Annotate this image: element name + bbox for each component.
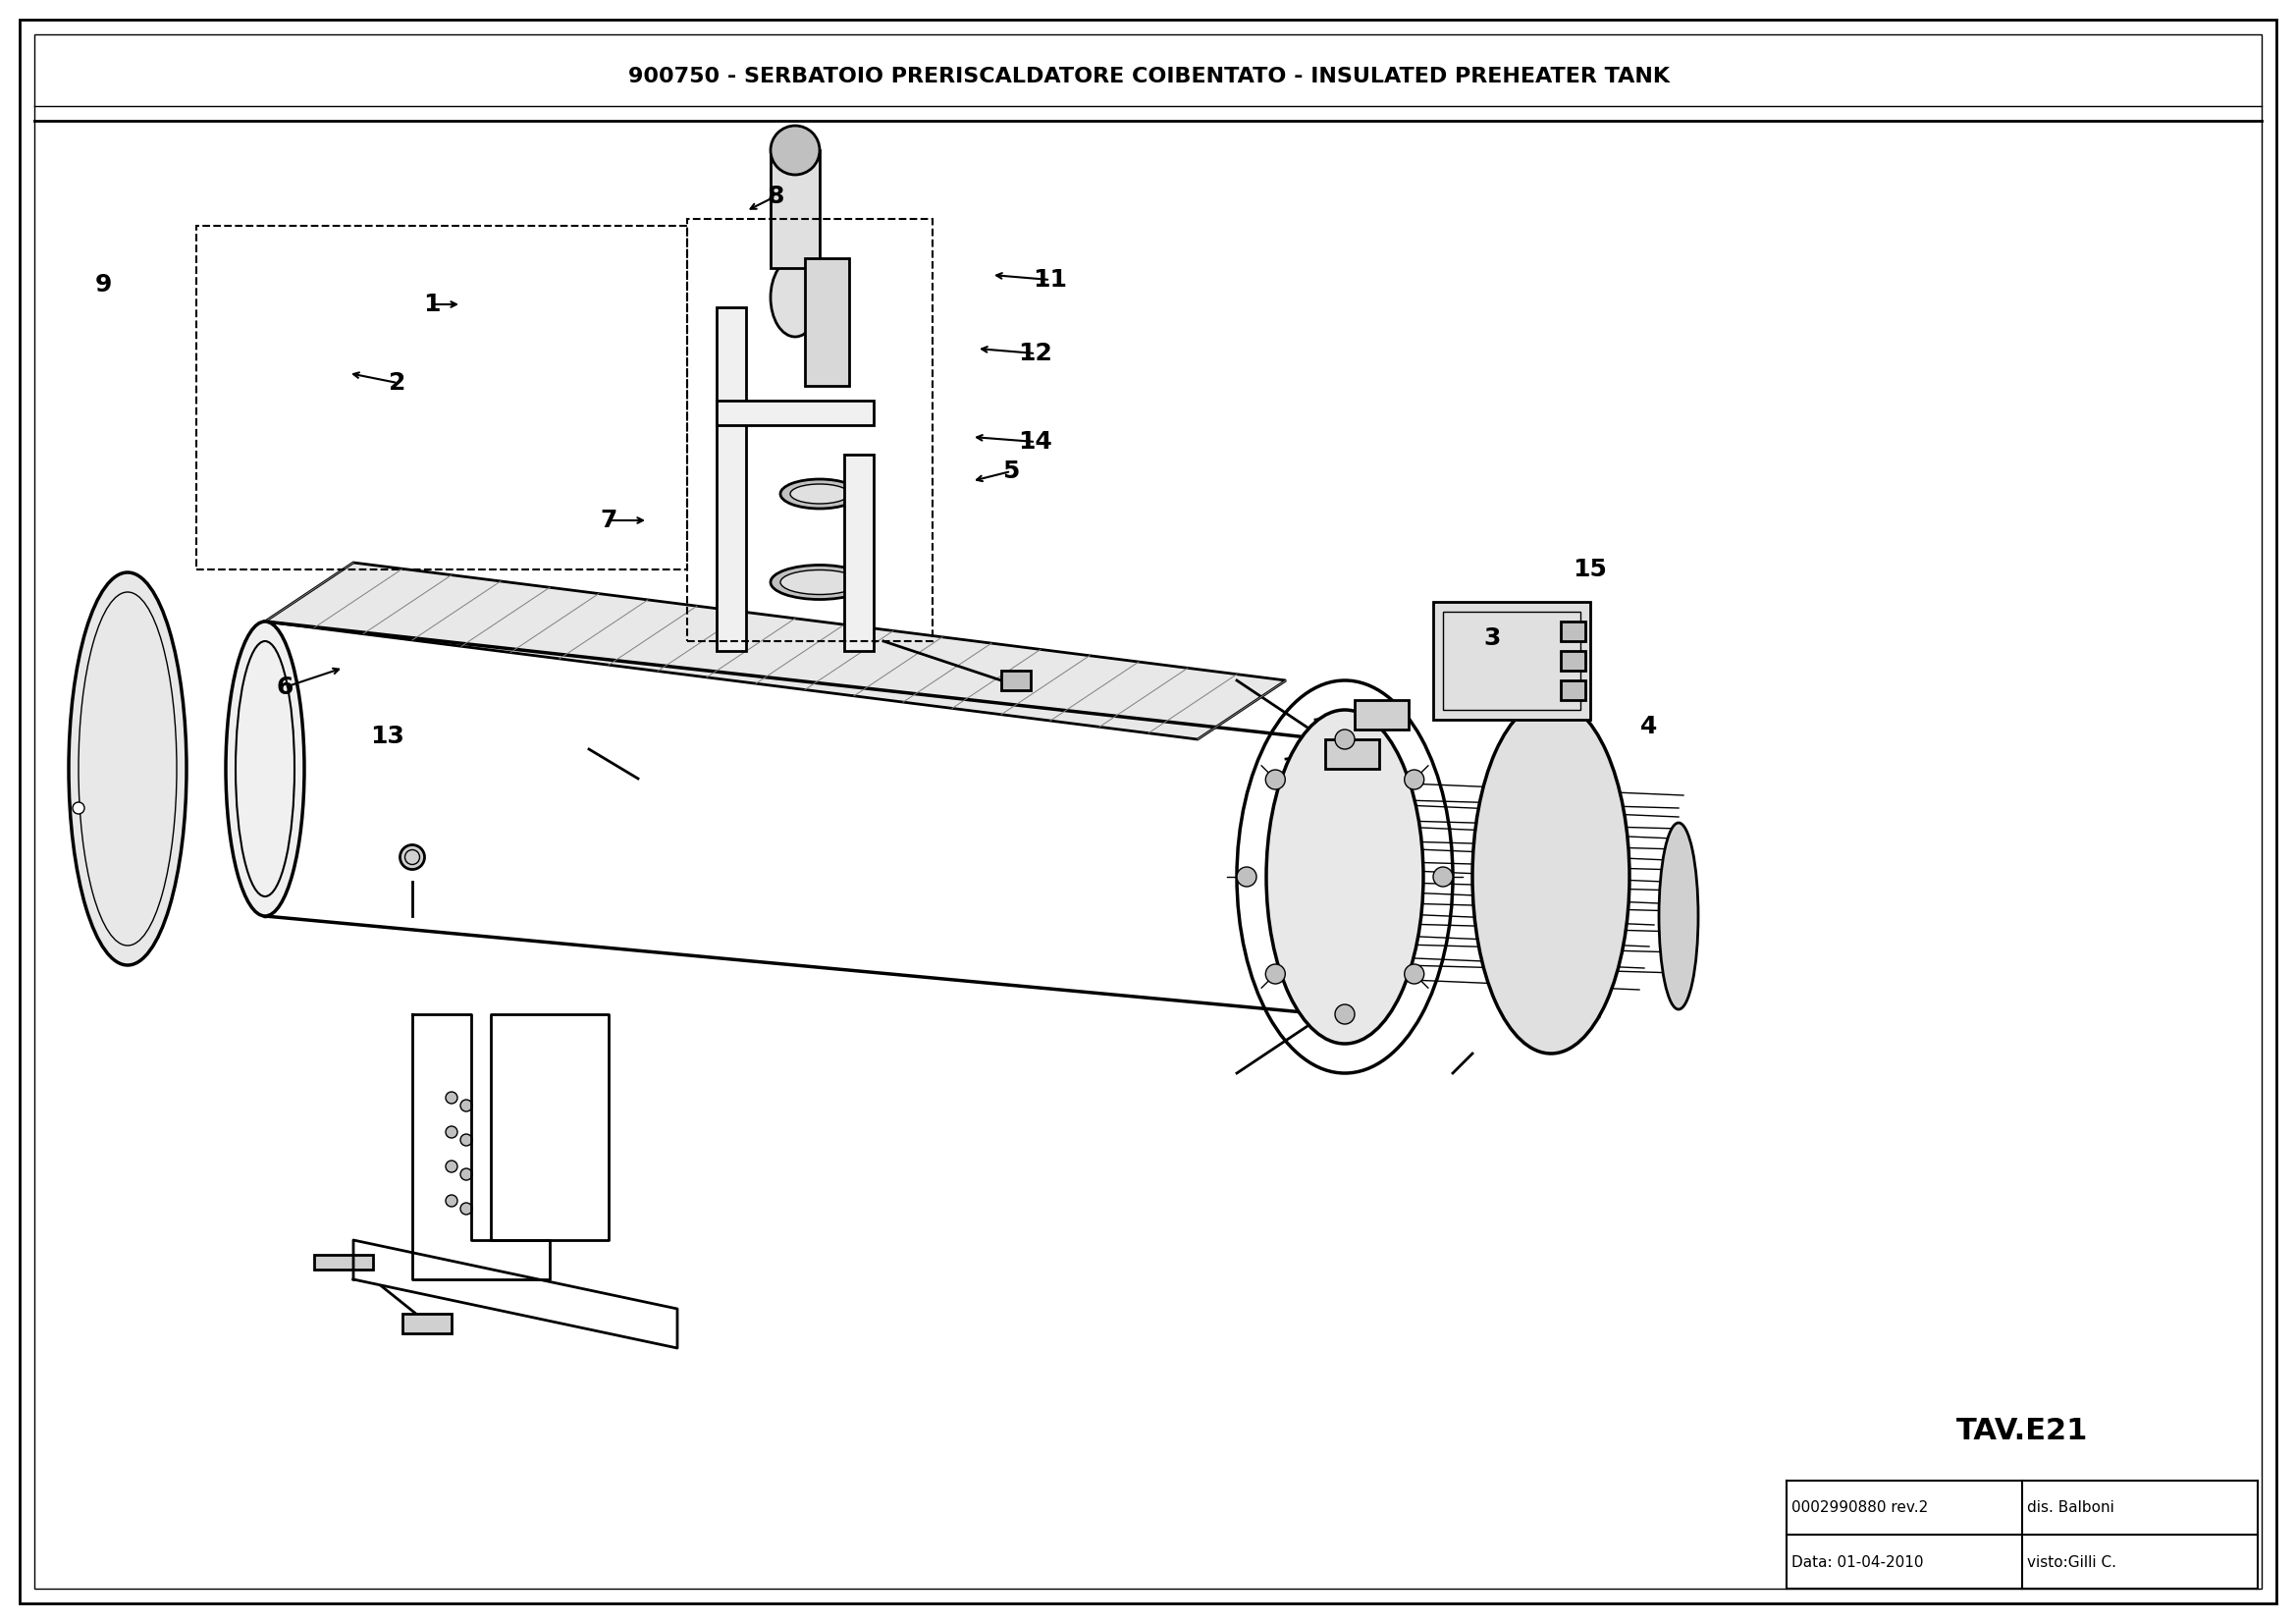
Text: dis. Balboni: dis. Balboni [2027,1501,2115,1516]
Text: 7: 7 [599,508,618,532]
Bar [1561,622,1584,641]
Text: 9: 9 [94,273,113,297]
Ellipse shape [790,484,850,503]
Bar [1325,740,1380,769]
Ellipse shape [771,258,820,338]
Ellipse shape [1472,700,1630,1053]
Bar [845,454,875,651]
Ellipse shape [1238,867,1256,886]
Polygon shape [491,1014,608,1240]
Text: 5: 5 [1003,459,1019,484]
Text: visto:Gilli C.: visto:Gilli C. [2027,1555,2117,1569]
Text: 13: 13 [370,724,404,748]
Text: 1: 1 [422,292,441,316]
Bar [1433,602,1591,719]
Ellipse shape [1405,769,1424,789]
Ellipse shape [1265,964,1286,984]
Ellipse shape [781,479,859,508]
Ellipse shape [461,1169,473,1180]
Ellipse shape [225,622,305,915]
Bar [315,1255,372,1269]
Ellipse shape [461,1203,473,1214]
Text: 4: 4 [1642,714,1658,738]
Text: 6: 6 [276,675,294,700]
Ellipse shape [1334,729,1355,750]
Ellipse shape [445,1092,457,1104]
Text: TAV.E21: TAV.E21 [1956,1417,2087,1446]
Polygon shape [354,1240,677,1349]
Text: 14: 14 [1019,430,1054,453]
Ellipse shape [73,802,85,815]
Text: 8: 8 [767,185,783,208]
Polygon shape [264,563,1286,740]
Bar [806,258,850,386]
Ellipse shape [1660,823,1699,1010]
Bar [1001,670,1031,690]
Ellipse shape [445,1195,457,1206]
Bar [687,219,932,641]
Text: 3: 3 [1483,626,1502,649]
Ellipse shape [445,1160,457,1172]
Text: 12: 12 [1019,342,1054,365]
Ellipse shape [400,846,425,870]
Bar [1561,651,1584,670]
Ellipse shape [1405,964,1424,984]
Bar [1355,700,1410,729]
Ellipse shape [445,1126,457,1138]
Ellipse shape [1334,1005,1355,1024]
Ellipse shape [771,565,868,599]
Text: 2: 2 [388,372,406,394]
Text: Data: 01-04-2010: Data: 01-04-2010 [1791,1555,1924,1569]
Ellipse shape [1267,709,1424,1044]
Ellipse shape [781,570,859,594]
Ellipse shape [461,1134,473,1146]
Text: 900750 - SERBATOIO PRERISCALDATORE COIBENTATO - INSULATED PREHEATER TANK: 900750 - SERBATOIO PRERISCALDATORE COIBE… [627,67,1669,86]
Bar [1561,680,1584,700]
Text: 15: 15 [1573,558,1607,581]
Bar [402,1313,452,1334]
Text: 11: 11 [1033,268,1068,292]
Bar [1442,612,1580,709]
Bar [716,401,875,425]
Ellipse shape [69,573,186,966]
Ellipse shape [461,1100,473,1112]
Text: 0002990880 rev.2: 0002990880 rev.2 [1791,1501,1929,1516]
Ellipse shape [771,125,820,175]
Ellipse shape [1265,769,1286,789]
Bar [716,307,746,651]
Bar [771,151,820,268]
Polygon shape [413,1014,549,1279]
Bar [197,226,687,570]
Ellipse shape [1433,867,1453,886]
